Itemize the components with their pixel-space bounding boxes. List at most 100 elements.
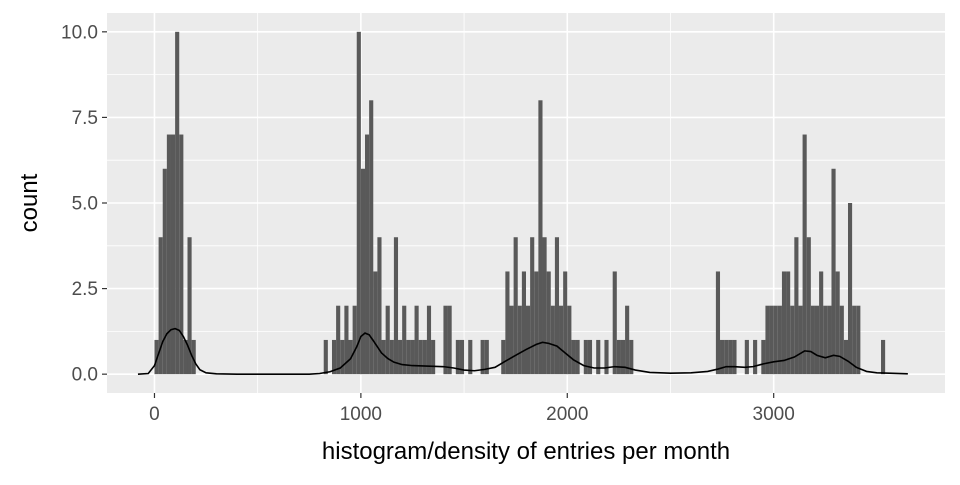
histogram-bar (806, 237, 811, 375)
histogram-bar (604, 339, 609, 375)
histogram-bar (336, 305, 341, 375)
histogram-bar (542, 237, 547, 375)
histogram-bar (835, 271, 840, 375)
histogram-bar (521, 271, 526, 375)
histogram-bar (802, 134, 807, 375)
histogram-bar (790, 305, 795, 375)
histogram-bar (166, 134, 171, 375)
histogram-bar (426, 305, 432, 375)
histogram-bar (183, 339, 188, 375)
histogram-bar (814, 305, 820, 375)
histogram-bar (331, 339, 337, 375)
x-axis-title: histogram/density of entries per month (322, 438, 730, 465)
y-tick-label: 7.5 (72, 108, 98, 129)
histogram-bar (575, 339, 580, 375)
histogram-bar (455, 339, 460, 375)
histogram-bar (753, 339, 758, 375)
x-tick-label: 2000 (546, 404, 588, 425)
histogram-bar (352, 305, 357, 375)
histogram-bar (794, 237, 799, 375)
histogram-bar (377, 237, 382, 375)
histogram-bar (563, 271, 568, 375)
histogram-bar (162, 168, 167, 375)
histogram-bar (819, 271, 824, 375)
histogram-bar (179, 134, 184, 375)
histogram-bar (468, 339, 473, 375)
histogram-bar (526, 305, 531, 375)
histogram-bar (154, 339, 159, 375)
histogram-bar (406, 339, 411, 375)
x-tick-label: 0 (149, 404, 160, 425)
histogram-bar (480, 339, 485, 375)
histogram-bar (373, 271, 378, 375)
histogram-bar (612, 271, 617, 375)
histogram-bar (831, 168, 836, 375)
histogram-bar (583, 339, 588, 375)
histogram-bar (616, 339, 621, 375)
histogram-bar (777, 305, 782, 375)
histogram-bar (356, 31, 361, 375)
histogram-bar (732, 339, 737, 375)
histogram-bar (484, 339, 489, 375)
histogram-bar (459, 339, 465, 375)
x-axis-ticks: 0 1000 2000 3000 (149, 393, 795, 425)
histogram-bar (567, 305, 572, 375)
histogram-bar (344, 305, 349, 375)
histogram-bar (847, 203, 853, 375)
histogram-bar (554, 237, 560, 375)
histogram-bar (765, 305, 770, 375)
histogram-bar (340, 339, 345, 375)
histogram-bar (187, 237, 192, 375)
histogram-bar (175, 31, 180, 375)
histogram-bar (538, 100, 543, 375)
histogram-bar (798, 305, 803, 375)
histogram-bar (431, 339, 436, 375)
histogram-bar (381, 339, 386, 375)
histogram-bar (596, 339, 601, 375)
histogram-bar (389, 339, 394, 375)
histogram-bar (443, 305, 448, 375)
histogram-bar (447, 305, 452, 375)
histogram-bar (402, 305, 407, 375)
y-tick-label: 0.0 (72, 365, 98, 386)
histogram-bar (620, 339, 626, 375)
histogram-bar (761, 339, 766, 375)
histogram-bar (827, 305, 832, 375)
histogram-bar (517, 305, 522, 375)
y-tick-label: 10.0 (61, 22, 98, 43)
y-tick-label: 5.0 (72, 194, 98, 215)
y-axis-title: count (16, 173, 43, 232)
histogram-bar (501, 339, 506, 375)
histogram-bar (534, 271, 539, 375)
histogram-bar (810, 305, 815, 375)
histogram-bar (720, 339, 725, 375)
histogram-bar (856, 305, 861, 375)
histogram-bar (587, 339, 593, 375)
y-tick-label: 2.5 (72, 279, 98, 300)
histogram-bar (843, 339, 848, 375)
histogram-bar (571, 339, 576, 375)
histogram-bar (360, 168, 366, 375)
density-curve (137, 327, 908, 375)
histogram-bar (881, 339, 886, 375)
histogram-bar (724, 339, 729, 375)
histogram-bar (546, 271, 551, 375)
histogram-bar (505, 271, 510, 375)
histogram-bar (773, 305, 778, 375)
histogram-bar (728, 339, 733, 375)
histogram-bar (769, 305, 774, 375)
histogram-bar (781, 271, 787, 375)
histogram-bar (158, 237, 163, 375)
histogram-bar (625, 305, 630, 375)
histogram-bar (410, 339, 415, 375)
x-tick-label: 3000 (753, 404, 795, 425)
histogram-bar (398, 339, 403, 375)
histogram-bar (509, 305, 514, 375)
histogram-bar (323, 339, 328, 375)
y-axis-ticks: 0.0 2.5 5.0 7.5 10.0 (61, 22, 107, 386)
histogram-bar (550, 305, 555, 375)
histogram-bar (513, 237, 518, 375)
histogram-bar (422, 339, 427, 375)
histogram-bar (369, 100, 374, 375)
